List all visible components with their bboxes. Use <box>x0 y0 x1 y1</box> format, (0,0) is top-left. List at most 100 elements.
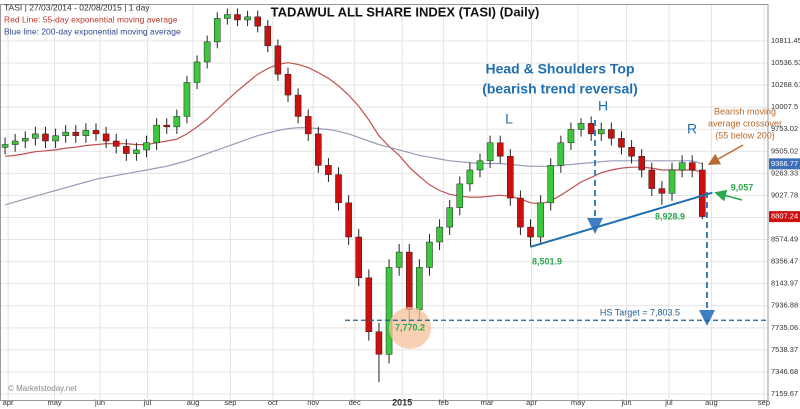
candle-body <box>244 16 251 21</box>
candle-body <box>193 61 201 83</box>
candle-body <box>153 124 160 144</box>
candle-body <box>699 169 706 217</box>
x-tick-label: may <box>47 398 61 407</box>
candle-body <box>547 165 555 204</box>
annotation: 8,501.9 <box>532 256 562 266</box>
annotation: Head & Shoulders Top <box>485 61 634 77</box>
candle-body <box>21 138 29 142</box>
candle-body <box>203 41 211 63</box>
price-box-label: 9366.77 <box>771 159 798 168</box>
annotation: R <box>687 121 697 137</box>
candle-body <box>365 277 373 332</box>
candle-body <box>304 116 312 135</box>
x-tick-label: feb <box>438 398 448 407</box>
y-tick-label: 7538.37 <box>771 345 798 354</box>
candle-body <box>678 162 686 171</box>
candle-body <box>1 144 9 148</box>
candle-body <box>466 169 474 185</box>
candle-body <box>234 14 241 21</box>
y-tick-label: 10268.61 <box>771 80 800 89</box>
highlight-circle <box>389 307 431 349</box>
candle-body <box>102 133 110 142</box>
moving-average <box>4 127 703 206</box>
candle-body <box>213 18 221 43</box>
x-tick-label: jun <box>94 398 105 407</box>
candle-body <box>294 94 302 117</box>
y-tick-label: 10536.53 <box>771 58 800 67</box>
annotation: L <box>505 111 513 127</box>
candle-body <box>688 162 696 171</box>
annotation: H <box>598 98 608 114</box>
candle-body <box>42 133 49 142</box>
candle-body <box>426 241 433 268</box>
y-tick-label: 9263.33 <box>771 168 798 177</box>
x-tick-label: mar <box>481 398 494 407</box>
y-tick-label: 10811.45 <box>771 36 800 45</box>
copyright: © Marketstoday.net <box>8 384 78 393</box>
candle-body <box>123 146 130 154</box>
candle-body <box>264 25 272 47</box>
pointer-arrow <box>707 144 744 165</box>
legend-note: Red Line: 55-day exponential moving aver… <box>4 14 178 24</box>
y-tick-label: 7936.88 <box>771 301 798 310</box>
x-tick-label: may <box>571 398 585 407</box>
annotation: (bearish trend reversal) <box>482 81 638 97</box>
price-box <box>769 158 800 170</box>
candle-body <box>82 130 90 136</box>
y-tick-label: 7159.67 <box>771 389 798 398</box>
candle-body <box>173 116 181 128</box>
candle-body <box>32 133 39 139</box>
candle-body <box>355 236 363 279</box>
price-box <box>769 211 800 223</box>
y-tick-label: 10007.5 <box>771 102 798 111</box>
candle-body <box>224 14 231 19</box>
neckline <box>530 191 713 248</box>
x-tick-label: sep <box>758 398 770 407</box>
candle-body <box>456 183 464 208</box>
candle-body <box>112 140 120 147</box>
y-tick-label: 9753.02 <box>771 124 798 133</box>
candle-body <box>577 123 585 130</box>
candle-body <box>658 188 666 194</box>
candle-body <box>133 149 140 154</box>
candle-body <box>62 131 69 136</box>
candle-body <box>567 129 575 144</box>
x-tick-label: oct <box>268 398 279 407</box>
x-tick-label: aug <box>187 398 200 407</box>
candle-body <box>527 226 534 238</box>
candle-body <box>335 174 342 204</box>
candle-body <box>557 142 565 166</box>
x-tick-label: jul <box>143 398 152 407</box>
x-tick-label: jul <box>664 398 673 407</box>
candle-body <box>496 142 504 157</box>
candle-body <box>92 130 100 135</box>
x-tick-label: nov <box>307 398 319 407</box>
x-tick-label: jun <box>621 398 632 407</box>
candle-body <box>375 331 383 355</box>
candle-body <box>315 133 322 166</box>
candle-body <box>628 146 635 157</box>
candle-body <box>436 226 443 243</box>
marks <box>1 8 706 383</box>
candle-body <box>446 207 453 228</box>
candle-body <box>648 169 656 189</box>
candle-body <box>183 82 191 117</box>
candle-body <box>274 45 282 75</box>
annotation: 7,770.2 <box>395 322 425 332</box>
candle-body <box>143 142 150 151</box>
candle-body <box>52 135 59 142</box>
chart-title: TADAWUL ALL SHARE INDEX (TASI) (Daily) <box>271 4 540 19</box>
candle-body <box>345 202 352 238</box>
candle-body <box>476 160 484 171</box>
y-tick-label: 7735.06 <box>771 323 798 332</box>
x-tick-label: dec <box>349 398 361 407</box>
candle-body <box>597 129 605 135</box>
price-box-label: 8807.24 <box>771 212 798 221</box>
candle-body <box>325 165 332 175</box>
candle-body <box>395 251 403 268</box>
legend-note: Blue line: 200-day exponential moving av… <box>4 26 181 36</box>
annotation: average crossover <box>708 118 782 128</box>
candle-body <box>507 156 514 199</box>
